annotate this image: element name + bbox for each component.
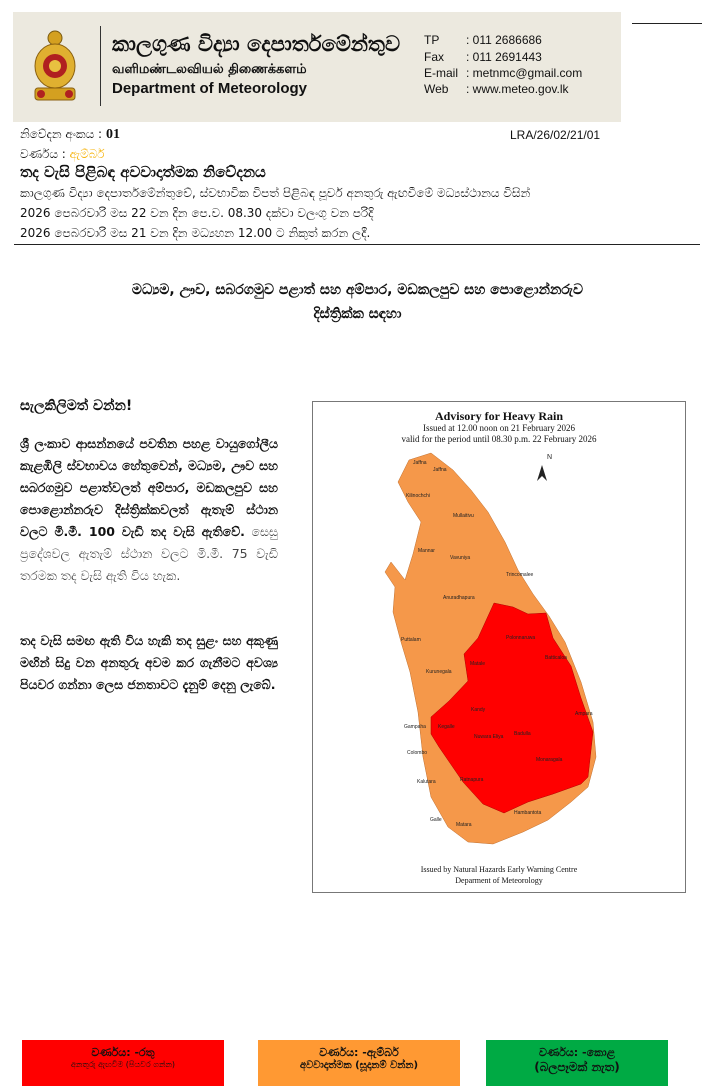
contact-value: : 011 2691443 bbox=[466, 50, 542, 64]
map-footer-dept: Deparment of Meteorology bbox=[455, 876, 543, 885]
north-label: N bbox=[547, 454, 553, 461]
map-title: Advisory for Heavy Rain bbox=[434, 409, 564, 423]
red-region bbox=[430, 602, 594, 814]
reference-code: LRA/26/02/21/01 bbox=[510, 128, 601, 142]
advisory-paragraph-2: තද වැසි සමඟ ඇති විය හැකි තද සුළං සහ අකුණ… bbox=[20, 633, 278, 692]
top-rule bbox=[632, 23, 702, 24]
legend-desc: අවවාදාත්මක (සූදානම් වන්න) bbox=[299, 1060, 419, 1071]
district-label: Puttalam bbox=[401, 637, 421, 643]
district-label: Kandy bbox=[471, 707, 486, 713]
advisory-bold-text: ශ්‍රී ලංකාව ආසන්නයේ පවතින පහළ වායුගෝලීය … bbox=[20, 436, 278, 539]
district-label: Kalutara bbox=[417, 779, 436, 785]
legend-amber: වර්ණය: -ඇම්බර් අවවාදාත්මක (සූදානම් වන්න) bbox=[258, 1040, 460, 1086]
map-footer-issuer: Issued by Natural Hazards Early Warning … bbox=[420, 865, 578, 874]
notice-color: වර්ණය : ඇම්බර් bbox=[20, 147, 105, 162]
contact-label: Web bbox=[424, 82, 449, 96]
region-heading-line: මධ්‍යම, ඌව, සබරගමුව පළාත් සහ අම්පාර, මඩක… bbox=[131, 282, 584, 298]
district-label: Mullaitivu bbox=[453, 513, 474, 519]
region-heading: මධ්‍යම, ඌව, සබරගමුව පළාත් සහ අම්පාර, මඩක… bbox=[0, 278, 715, 326]
district-label: Ratnapura bbox=[460, 777, 484, 783]
contact-label: E-mail bbox=[424, 66, 459, 80]
color-label: වර්ණය : bbox=[20, 147, 66, 161]
district-label: Mannar bbox=[418, 548, 435, 554]
emblem-logo bbox=[34, 30, 76, 101]
district-label: Kilinochchi bbox=[406, 493, 430, 499]
dept-title-english: Department of Meteorology bbox=[112, 80, 308, 97]
advisory-secondary-text: සෙසු ප්‍රදේශවල ඇතැම් ස්ථාන වලට මි.මී. 75… bbox=[20, 524, 278, 583]
alert-heading: සැලකිලිමත් වන්න! bbox=[20, 398, 133, 414]
district-label: Polonnaruwa bbox=[506, 635, 536, 641]
district-label: Kegalle bbox=[438, 724, 455, 730]
contact-value[interactable]: : www.meteo.gov.lk bbox=[466, 82, 569, 96]
legend-desc: අනතුරු ඇඟවීම (පියවර ගන්න) bbox=[70, 1060, 176, 1069]
contact-web: Web : www.meteo.gov.lk bbox=[424, 82, 568, 96]
notice-number-value: 01 bbox=[105, 127, 120, 142]
legend-desc: (බලපෑමක් නැත) bbox=[534, 1060, 620, 1074]
district-label: Ampara bbox=[575, 711, 593, 717]
district-label: Jaffna bbox=[433, 467, 447, 473]
district-label: Vavuniya bbox=[450, 555, 471, 561]
district-label: Jaffna bbox=[413, 460, 427, 466]
dept-title-sinhala: කාලගුණ විද්‍යා දෙපාර්තමේන්තුව bbox=[112, 32, 401, 56]
sri-lanka-map bbox=[384, 452, 597, 845]
legend-red: වර්ණය: -රතු අනතුරු ඇඟවීම (පියවර ගන්න) bbox=[22, 1040, 224, 1086]
notice-line-3: 2026 පෙබරවාරි මස 21 වන දින මධ්‍යහන 12.00… bbox=[20, 226, 371, 240]
contact-label: TP bbox=[424, 33, 440, 47]
contact-value: : 011 2686686 bbox=[466, 33, 542, 47]
legend-title: වර්ණය: -රතු bbox=[91, 1046, 155, 1059]
header-divider bbox=[100, 26, 101, 106]
district-label: Kurunegala bbox=[426, 669, 452, 675]
district-label: Galle bbox=[430, 817, 442, 823]
legend-green: වර්ණය: -කොළ (බලපෑමක් නැත) bbox=[486, 1040, 668, 1086]
district-label: Colombo bbox=[407, 750, 428, 756]
region-heading-line: දිස්ත්‍රික්ක සඳහා bbox=[313, 306, 402, 322]
advisory-paragraph-1: ශ්‍රී ලංකාව ආසන්නයේ පවතින පහළ වායුගෝලීය … bbox=[20, 433, 278, 587]
notice-title: තද වැසි පිළිබඳ අවවාදාත්මක නිවේදනය bbox=[20, 163, 266, 181]
contact-email: E-mail : metnmc@gmail.com bbox=[424, 66, 582, 80]
district-label: Trincomalee bbox=[506, 572, 534, 578]
header-rule bbox=[14, 244, 700, 245]
district-label: Anuradhapura bbox=[443, 595, 475, 601]
contact-value[interactable]: : metnmc@gmail.com bbox=[466, 66, 583, 80]
contact-fax: Fax : 011 2691443 bbox=[424, 50, 542, 64]
contact-phone: TP : 011 2686686 bbox=[424, 33, 542, 47]
color-value: ඇම්බර් bbox=[69, 147, 105, 161]
contact-label: Fax bbox=[424, 50, 445, 64]
map-issued: Issued at 12.00 noon on 21 February 2026 bbox=[423, 423, 575, 433]
district-label: Hambantota bbox=[514, 810, 542, 816]
notice-line-2: 2026 පෙබරවාරි මස 22 වන දින පෙ.ව. 08.30 ද… bbox=[20, 206, 374, 220]
notice-line-1: කාලගුණ විද්‍යා දෙපාර්තමේන්තුවේ, ස්වභාවික… bbox=[20, 186, 531, 200]
north-arrow bbox=[537, 465, 547, 481]
district-label: Batticaloa bbox=[545, 655, 567, 661]
letterhead bbox=[13, 12, 621, 122]
dept-title-tamil: வளிமண்டலவியல் திணைக்களம் bbox=[112, 62, 307, 77]
notice-number-label: නිවේදන අංකය : bbox=[20, 127, 103, 141]
advisory-map: Advisory for Heavy Rain Issued at 12.00 … bbox=[312, 401, 686, 893]
notice-number: නිවේදන අංකය : 01 bbox=[20, 127, 120, 143]
district-label: Gampaha bbox=[404, 724, 426, 730]
legend-title: වර්ණය: -ඇම්බර් bbox=[319, 1046, 399, 1059]
district-label: Matara bbox=[456, 822, 472, 828]
district-label: Matale bbox=[470, 661, 486, 667]
legend-title: වර්ණය: -කොළ bbox=[538, 1046, 616, 1059]
map-valid: valid for the period until 08.30 p.m. 22… bbox=[401, 434, 597, 444]
district-label: Badulla bbox=[514, 731, 531, 737]
district-label: Monaragala bbox=[536, 757, 563, 763]
district-label: Nuwara Eliya bbox=[474, 734, 504, 740]
